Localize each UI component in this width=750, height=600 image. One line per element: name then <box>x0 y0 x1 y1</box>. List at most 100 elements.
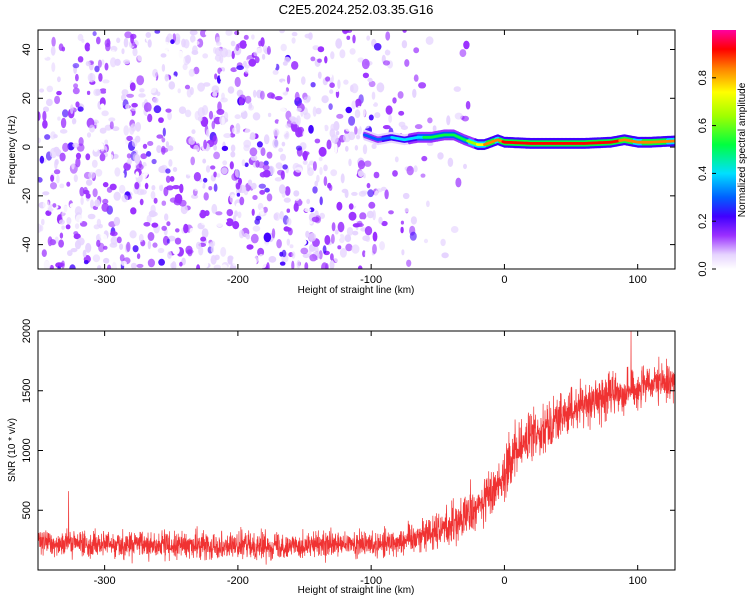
spectrogram-noise-cell <box>101 202 109 212</box>
spectrogram-noise-cell <box>251 34 255 40</box>
spectrogram-noise-cell <box>346 227 354 236</box>
spectrogram-noise-cell <box>144 51 150 57</box>
spectrogram-noise-cell <box>219 71 225 81</box>
spectrogram-noise-cell <box>317 71 322 80</box>
spectrogram-noise-cell <box>234 210 238 217</box>
spectrogram-noise-cell <box>104 139 109 145</box>
spectrogram-noise-cell <box>224 111 229 121</box>
spectrogram-noise-cell <box>56 53 64 63</box>
spectrogram-noise-cell <box>170 39 175 45</box>
spectrogram-noise-cell <box>246 244 254 250</box>
spectrogram-noise-cell <box>126 135 133 142</box>
spectrogram-noise-cell <box>309 265 318 269</box>
spectrogram-noise-cell <box>149 85 157 94</box>
spectrogram-noise-cell <box>152 242 158 248</box>
spectrogram-noise-cell <box>364 160 372 167</box>
spectrogram-noise-cell <box>196 93 201 102</box>
spectrogram-noise-cell <box>95 142 104 150</box>
spectrogram-noise-cell <box>414 124 423 130</box>
spectrogram-noise-cell <box>253 66 261 75</box>
spectrogram-noise-cell <box>246 40 253 46</box>
spectrogram-noise-cell <box>271 228 276 239</box>
spectrogram-noise-cell <box>172 185 181 190</box>
spectrogram-noise-cell <box>214 54 222 62</box>
spectrogram-noise-cell <box>350 83 359 94</box>
spectrogram-noise-cell <box>119 172 125 179</box>
spectrogram-noise-cell <box>156 265 165 269</box>
spectrogram-noise-cell <box>241 262 246 268</box>
spectrogram-noise-cell <box>413 74 419 82</box>
spectrogram-noise-cell <box>312 186 318 194</box>
spectrogram-noise-cell <box>286 74 291 85</box>
spectrogram-noise-cell <box>250 154 258 161</box>
spectrogram-noise-cell <box>41 218 45 226</box>
colorbar-tick-label: 0.2 <box>697 214 709 229</box>
spectrogram-noise-cell <box>346 35 351 40</box>
spectrogram-noise-cell <box>199 209 207 219</box>
spectrogram-noise-cell <box>191 129 196 135</box>
spectrogram-noise-cell <box>278 107 286 113</box>
spectrogram-noise-cell <box>225 218 234 227</box>
spectrogram-noise-cell <box>260 147 266 157</box>
spectrogram-noise-cell <box>134 65 142 74</box>
spectrogram-noise-cell <box>124 31 132 39</box>
spectrogram-noise-cell <box>263 232 272 243</box>
spectrogram-noise-cell <box>361 124 370 129</box>
spectrogram-noise-cell <box>165 175 171 183</box>
spectrogram-noise-cell <box>79 186 85 197</box>
spectrogram-noise-cell <box>42 200 50 210</box>
spectrogram-noise-cell <box>354 145 359 151</box>
spectrogram-noise-cell <box>184 84 191 90</box>
spectrogram-noise-cell <box>130 69 136 80</box>
spectrogram-noise-cell <box>100 233 108 242</box>
spectrogram-noise-cell <box>147 232 155 241</box>
spectrogram-noise-cell <box>59 183 65 189</box>
spectrogram-noise-cell <box>150 191 156 200</box>
spectrogram-noise-cell <box>46 85 54 93</box>
spectrogram-noise-cell <box>232 215 237 223</box>
spectrogram-noise-cell <box>220 246 227 257</box>
spectrogram-noise-cell <box>82 97 87 105</box>
spectrogram-noise-cell <box>161 225 167 231</box>
spectrogram-noise-cell <box>91 159 98 168</box>
spectrogram-noise-cell <box>331 233 335 244</box>
spectrogram-noise-cell <box>234 30 240 36</box>
spectrogram-noise-cell <box>98 73 103 82</box>
spectrogram-noise-cell <box>58 219 65 225</box>
spectrogram-noise-cell <box>324 235 331 245</box>
spectrogram-noise-cell <box>426 141 434 146</box>
spectrogram-noise-cell <box>136 263 144 268</box>
spectrogram-noise-cell <box>196 38 204 48</box>
spectrogram-noise-cell <box>401 249 405 256</box>
spectrogram-noise-cell <box>39 155 45 164</box>
spectrogram-noise-cell <box>83 260 89 265</box>
spectrogram-noise-cell <box>276 239 282 249</box>
spectrogram-noise-cell <box>153 105 162 114</box>
spectrogram-noise-cell <box>317 123 325 133</box>
spectrogram-noise-cell <box>362 262 370 269</box>
spectrogram-noise-cell <box>169 176 175 182</box>
spectrogram-noise-cell <box>99 88 107 94</box>
spectrogram-noise-cell <box>392 97 397 104</box>
spectrogram-noise-cell <box>160 30 166 34</box>
spectrogram-noise-cell <box>344 123 352 132</box>
spectrogram-noise-cell <box>210 240 216 247</box>
spectrogram-noise-cell <box>259 189 266 195</box>
spectrogram-noise-cell <box>234 232 239 242</box>
spectrogram-noise-cell <box>200 116 209 128</box>
spectrogram-noise-cell <box>237 104 246 113</box>
spectrogram-noise-cell <box>50 46 56 56</box>
spectrogram-noise-cell <box>201 260 209 269</box>
snr-y-tick-label: 1500 <box>21 379 33 403</box>
spectrogram-noise-cell <box>342 133 351 143</box>
spectrogram-noise-cell <box>216 221 223 228</box>
spectrogram-noise-cell <box>72 142 79 148</box>
spectrogram-noise-cell <box>89 43 94 52</box>
spectrogram-noise-cell <box>146 214 152 224</box>
spectrogram-noise-cell <box>54 95 61 105</box>
spectrogram-noise-cell <box>201 64 209 71</box>
spectrogram-noise-cell <box>156 195 163 206</box>
spectrogram-noise-cell <box>56 174 60 184</box>
spectrogram-noise-cell <box>203 177 208 183</box>
spectrogram-noise-cell <box>175 103 179 110</box>
